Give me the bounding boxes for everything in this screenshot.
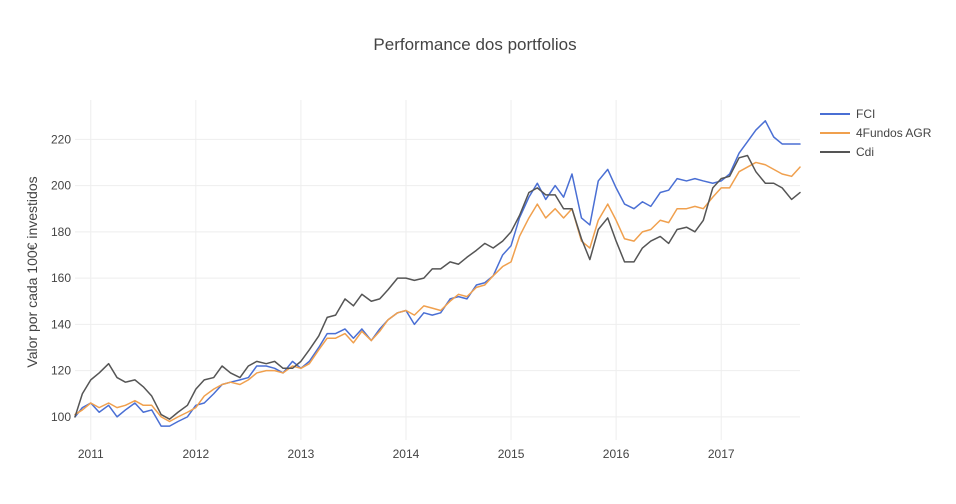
x-tick-label: 2012 [182,447,209,461]
x-tick-label: 2014 [393,447,420,461]
y-tick-label: 140 [51,317,71,331]
y-tick-label: 220 [51,132,71,146]
legend: FCI 4Fundos AGR Cdi [820,107,932,159]
x-tick-label: 2017 [708,447,735,461]
x-tick-label: 2015 [498,447,525,461]
chart-title: Performance dos portfolios [373,35,576,54]
series-line-fci [74,120,801,427]
legend-item[interactable]: Cdi [820,145,874,159]
y-tick-label: 200 [51,179,71,193]
series-lines [74,120,801,427]
legend-label: FCI [856,107,875,121]
x-tick-label: 2013 [288,447,315,461]
y-tick-label: 100 [51,410,71,424]
legend-label: Cdi [856,145,874,159]
x-tick-label: 2011 [78,447,104,461]
y-tick-label: 160 [51,271,71,285]
y-tick-label: 120 [51,364,71,378]
series-line-4fundos-agr [74,161,801,423]
legend-item[interactable]: 4Fundos AGR [820,126,932,140]
x-tick-label: 2016 [603,447,630,461]
legend-item[interactable]: FCI [820,107,875,121]
y-tick-label: 180 [51,225,71,239]
axes: 100 120 140 160 180 200 220 2011 2012 2013 2014 201… [51,132,735,461]
grid [75,100,800,440]
series-line-cdi [74,154,801,420]
y-axis-title: Valor por cada 100€ investidos [24,176,40,367]
legend-label: 4Fundos AGR [856,126,932,140]
